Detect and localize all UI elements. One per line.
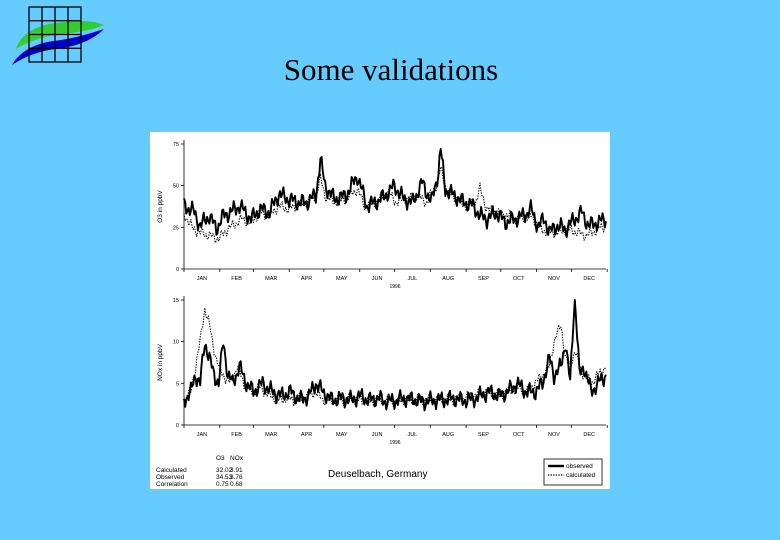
- validation-figure: 0 25 50 75 JAN FEB MAR APR MAY JUN JUL AUG SEP OCT NOV…: [150, 132, 610, 489]
- x-tick-label: FEB: [231, 432, 242, 438]
- x-tick-label: SEP: [478, 276, 489, 282]
- x-tick-label: MAY: [336, 432, 348, 438]
- y-tick-label: 50: [173, 184, 179, 190]
- x-axis-label: 1996: [389, 440, 400, 446]
- legend-observed-label: observed: [566, 463, 593, 470]
- y-tick-label: 0: [176, 267, 179, 273]
- x-tick-label: MAY: [336, 276, 348, 282]
- o3-panel: 0 25 50 75 JAN FEB MAR APR MAY JUN JUL AUG SEP OCT NOV…: [157, 140, 608, 290]
- summary-row-nox: 3.76: [230, 474, 243, 481]
- x-tick-label: DEC: [583, 276, 595, 282]
- series-line-observed: [183, 148, 607, 239]
- logo-swoosh-green: [16, 21, 104, 49]
- x-tick-label: APR: [301, 276, 312, 282]
- summary-header-o3: O3: [216, 455, 225, 462]
- y-tick-label: 75: [173, 142, 179, 148]
- legend: observed calculated: [543, 458, 603, 486]
- x-tick-label: OCT: [513, 276, 525, 282]
- location-label: Deuselbach, Germany: [328, 469, 428, 480]
- legend-calculated-label: calculated: [566, 472, 596, 479]
- x-tick-label: MAR: [265, 276, 277, 282]
- summary-row-o3: 34.53: [216, 474, 233, 481]
- x-axis-label: 1996: [389, 284, 400, 290]
- y-tick-label: 5: [176, 381, 179, 387]
- series-line-calculated: [183, 307, 607, 408]
- x-tick-label: DEC: [583, 432, 595, 438]
- y-tick-label: 25: [173, 225, 179, 231]
- x-tick-label: FEB: [231, 276, 242, 282]
- x-tick-label: NOV: [548, 276, 560, 282]
- x-tick-label: AUG: [442, 276, 454, 282]
- summary-row-o3: 32.02: [216, 467, 233, 474]
- summary-row-nox: 0.68: [230, 481, 243, 488]
- x-tick-label: JUN: [372, 432, 383, 438]
- y-axis-label: NOx in ppbV: [157, 343, 164, 381]
- x-tick-label: OCT: [513, 432, 525, 438]
- summary-row-label: Correlation: [156, 481, 188, 488]
- summary-row-label: Calculated: [156, 467, 187, 474]
- x-tick-label: JUL: [407, 432, 417, 438]
- logo-grid: [28, 6, 82, 63]
- logo: [12, 6, 104, 65]
- x-tick-label: JAN: [197, 276, 207, 282]
- summary-header-nox: NOx: [230, 455, 244, 462]
- series-line-calculated: [183, 166, 607, 244]
- x-tick-label: JUN: [372, 276, 383, 282]
- summary-row-nox: 3.91: [230, 467, 243, 474]
- series-line-observed: [183, 299, 607, 412]
- summary-row-label: Observed: [156, 474, 185, 481]
- x-tick-label: SEP: [478, 432, 489, 438]
- x-tick-label: JAN: [197, 432, 207, 438]
- x-tick-label: AUG: [442, 432, 454, 438]
- y-tick-label: 10: [173, 340, 179, 346]
- nox-panel: 0 5 10 15 JAN FEB MAR APR MAY JUN JUL AUG SEP OCT NOV D…: [157, 296, 608, 446]
- summary-row-o3: 0.75: [216, 481, 229, 488]
- y-tick-label: 15: [173, 298, 179, 304]
- y-axis-label: O3 in ppbV: [157, 190, 164, 223]
- y-tick-label: 0: [176, 423, 179, 429]
- summary-table: O3 NOx Calculated 32.02 3.91 Observed 34…: [156, 455, 244, 488]
- x-tick-label: APR: [301, 432, 312, 438]
- x-tick-label: MAR: [265, 432, 277, 438]
- x-tick-label: NOV: [548, 432, 560, 438]
- x-tick-label: JUL: [407, 276, 417, 282]
- slide-title: Some validations: [283, 52, 499, 87]
